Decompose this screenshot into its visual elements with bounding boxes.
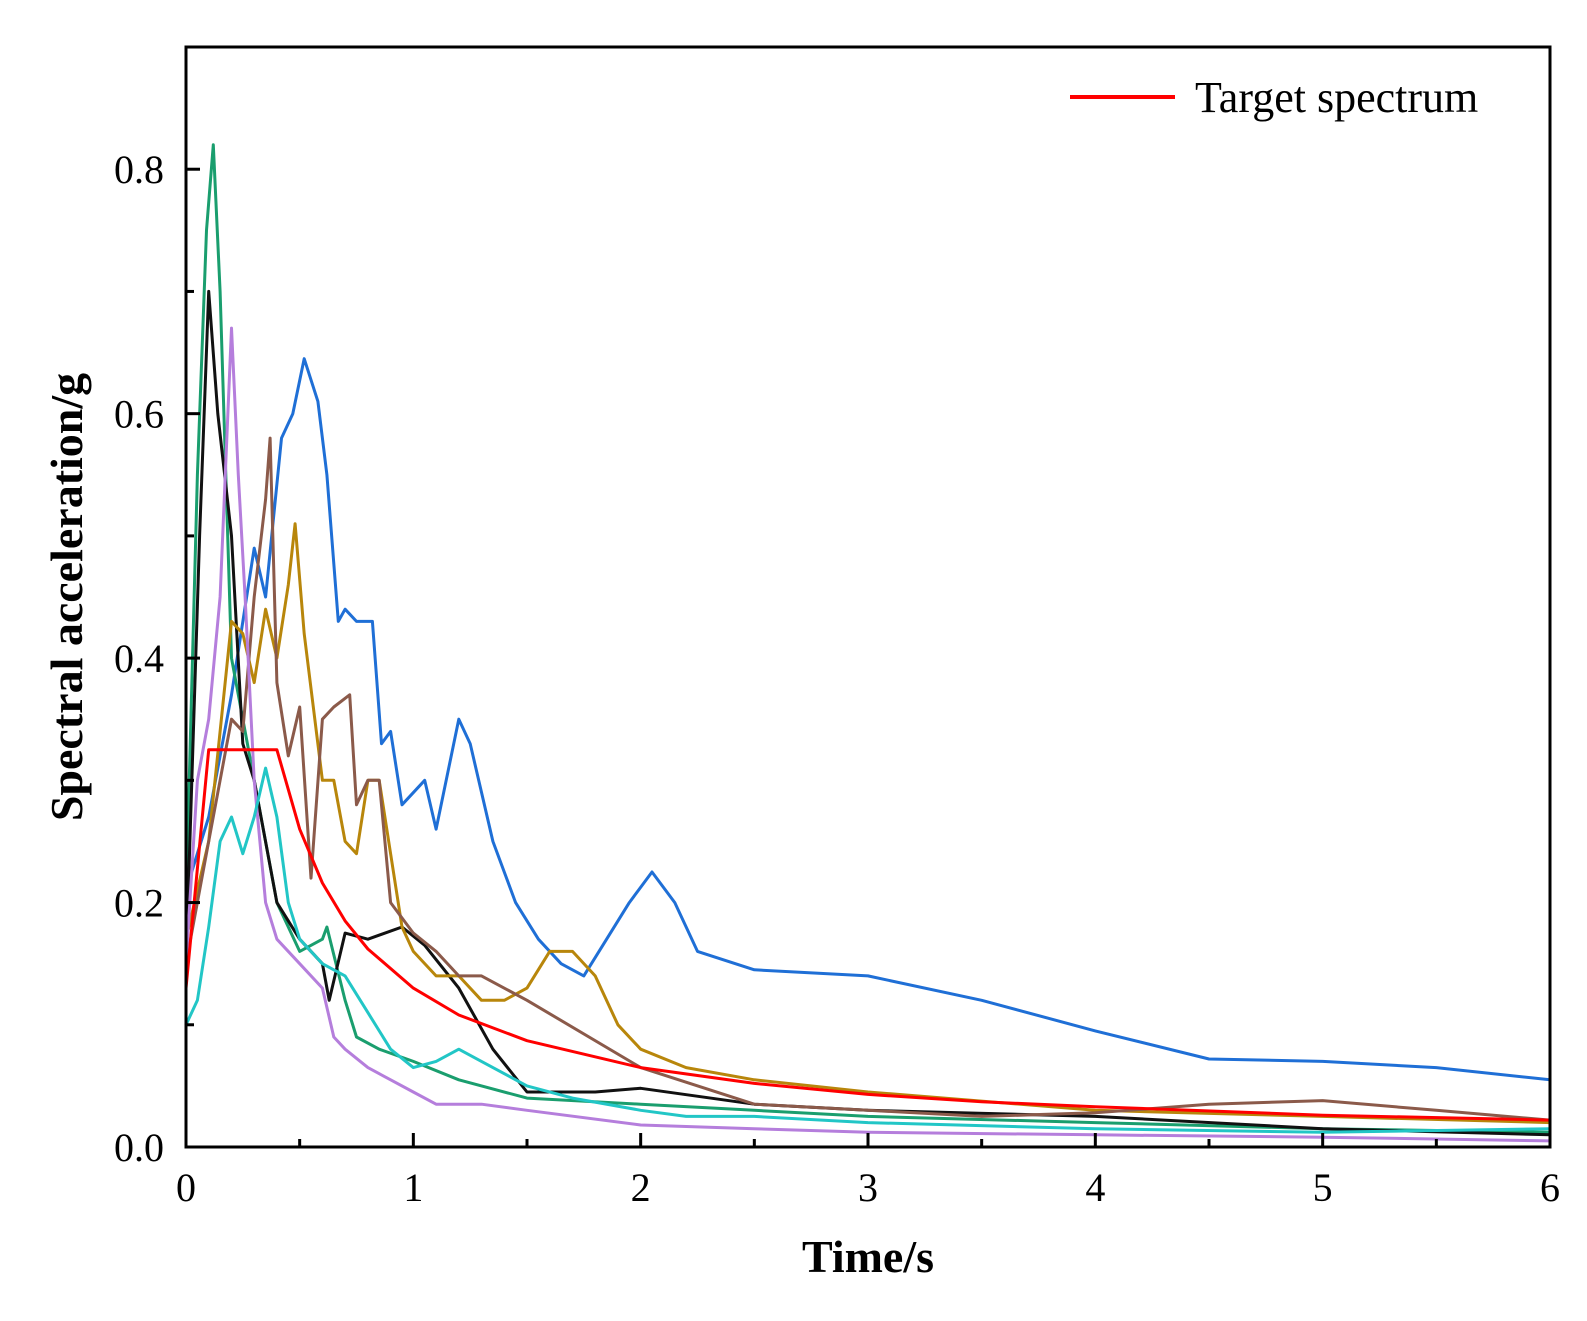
series-line-target-spectrum — [184, 748, 1552, 1122]
series-layer — [184, 143, 1552, 1143]
ticks-layer: 0 1 2 3 4 5 6 0.0 0.2 0.4 0.6 0.8 — [114, 147, 1560, 1210]
y-tick-label: 0.8 — [114, 147, 164, 192]
series-line-record-3 — [184, 289, 1552, 1137]
y-tick-label: 0.6 — [114, 392, 164, 437]
x-axis-label: Time/s — [802, 1231, 934, 1282]
series-line-record-2 — [184, 143, 1552, 1134]
y-axis-label: Spectral acceleration/g — [41, 373, 92, 821]
x-tick-label: 2 — [631, 1165, 651, 1210]
plot-frame — [184, 45, 1552, 1149]
series-line-record-6 — [184, 326, 1552, 1143]
y-tick-label: 0.4 — [114, 636, 164, 681]
series-line-record-4 — [184, 522, 1552, 1125]
series-line-record-5 — [184, 436, 1552, 1122]
y-tick-label: 0.2 — [114, 881, 164, 926]
legend: Target spectrum — [1070, 73, 1478, 122]
x-tick-label: 6 — [1540, 1165, 1560, 1210]
legend-label-target-spectrum: Target spectrum — [1195, 73, 1478, 122]
series-line-record-7 — [184, 766, 1552, 1134]
y-tick-label: 0.0 — [114, 1125, 164, 1170]
series-line-record-1 — [184, 357, 1552, 1082]
x-tick-label: 3 — [858, 1165, 878, 1210]
x-tick-label: 4 — [1085, 1165, 1105, 1210]
x-tick-label: 1 — [403, 1165, 423, 1210]
x-tick-label: 5 — [1313, 1165, 1333, 1210]
x-tick-label: 0 — [176, 1165, 196, 1210]
